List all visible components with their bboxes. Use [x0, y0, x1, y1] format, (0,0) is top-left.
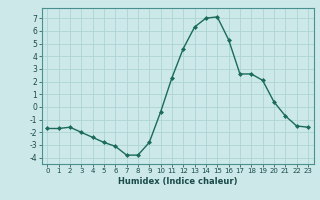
X-axis label: Humidex (Indice chaleur): Humidex (Indice chaleur): [118, 177, 237, 186]
